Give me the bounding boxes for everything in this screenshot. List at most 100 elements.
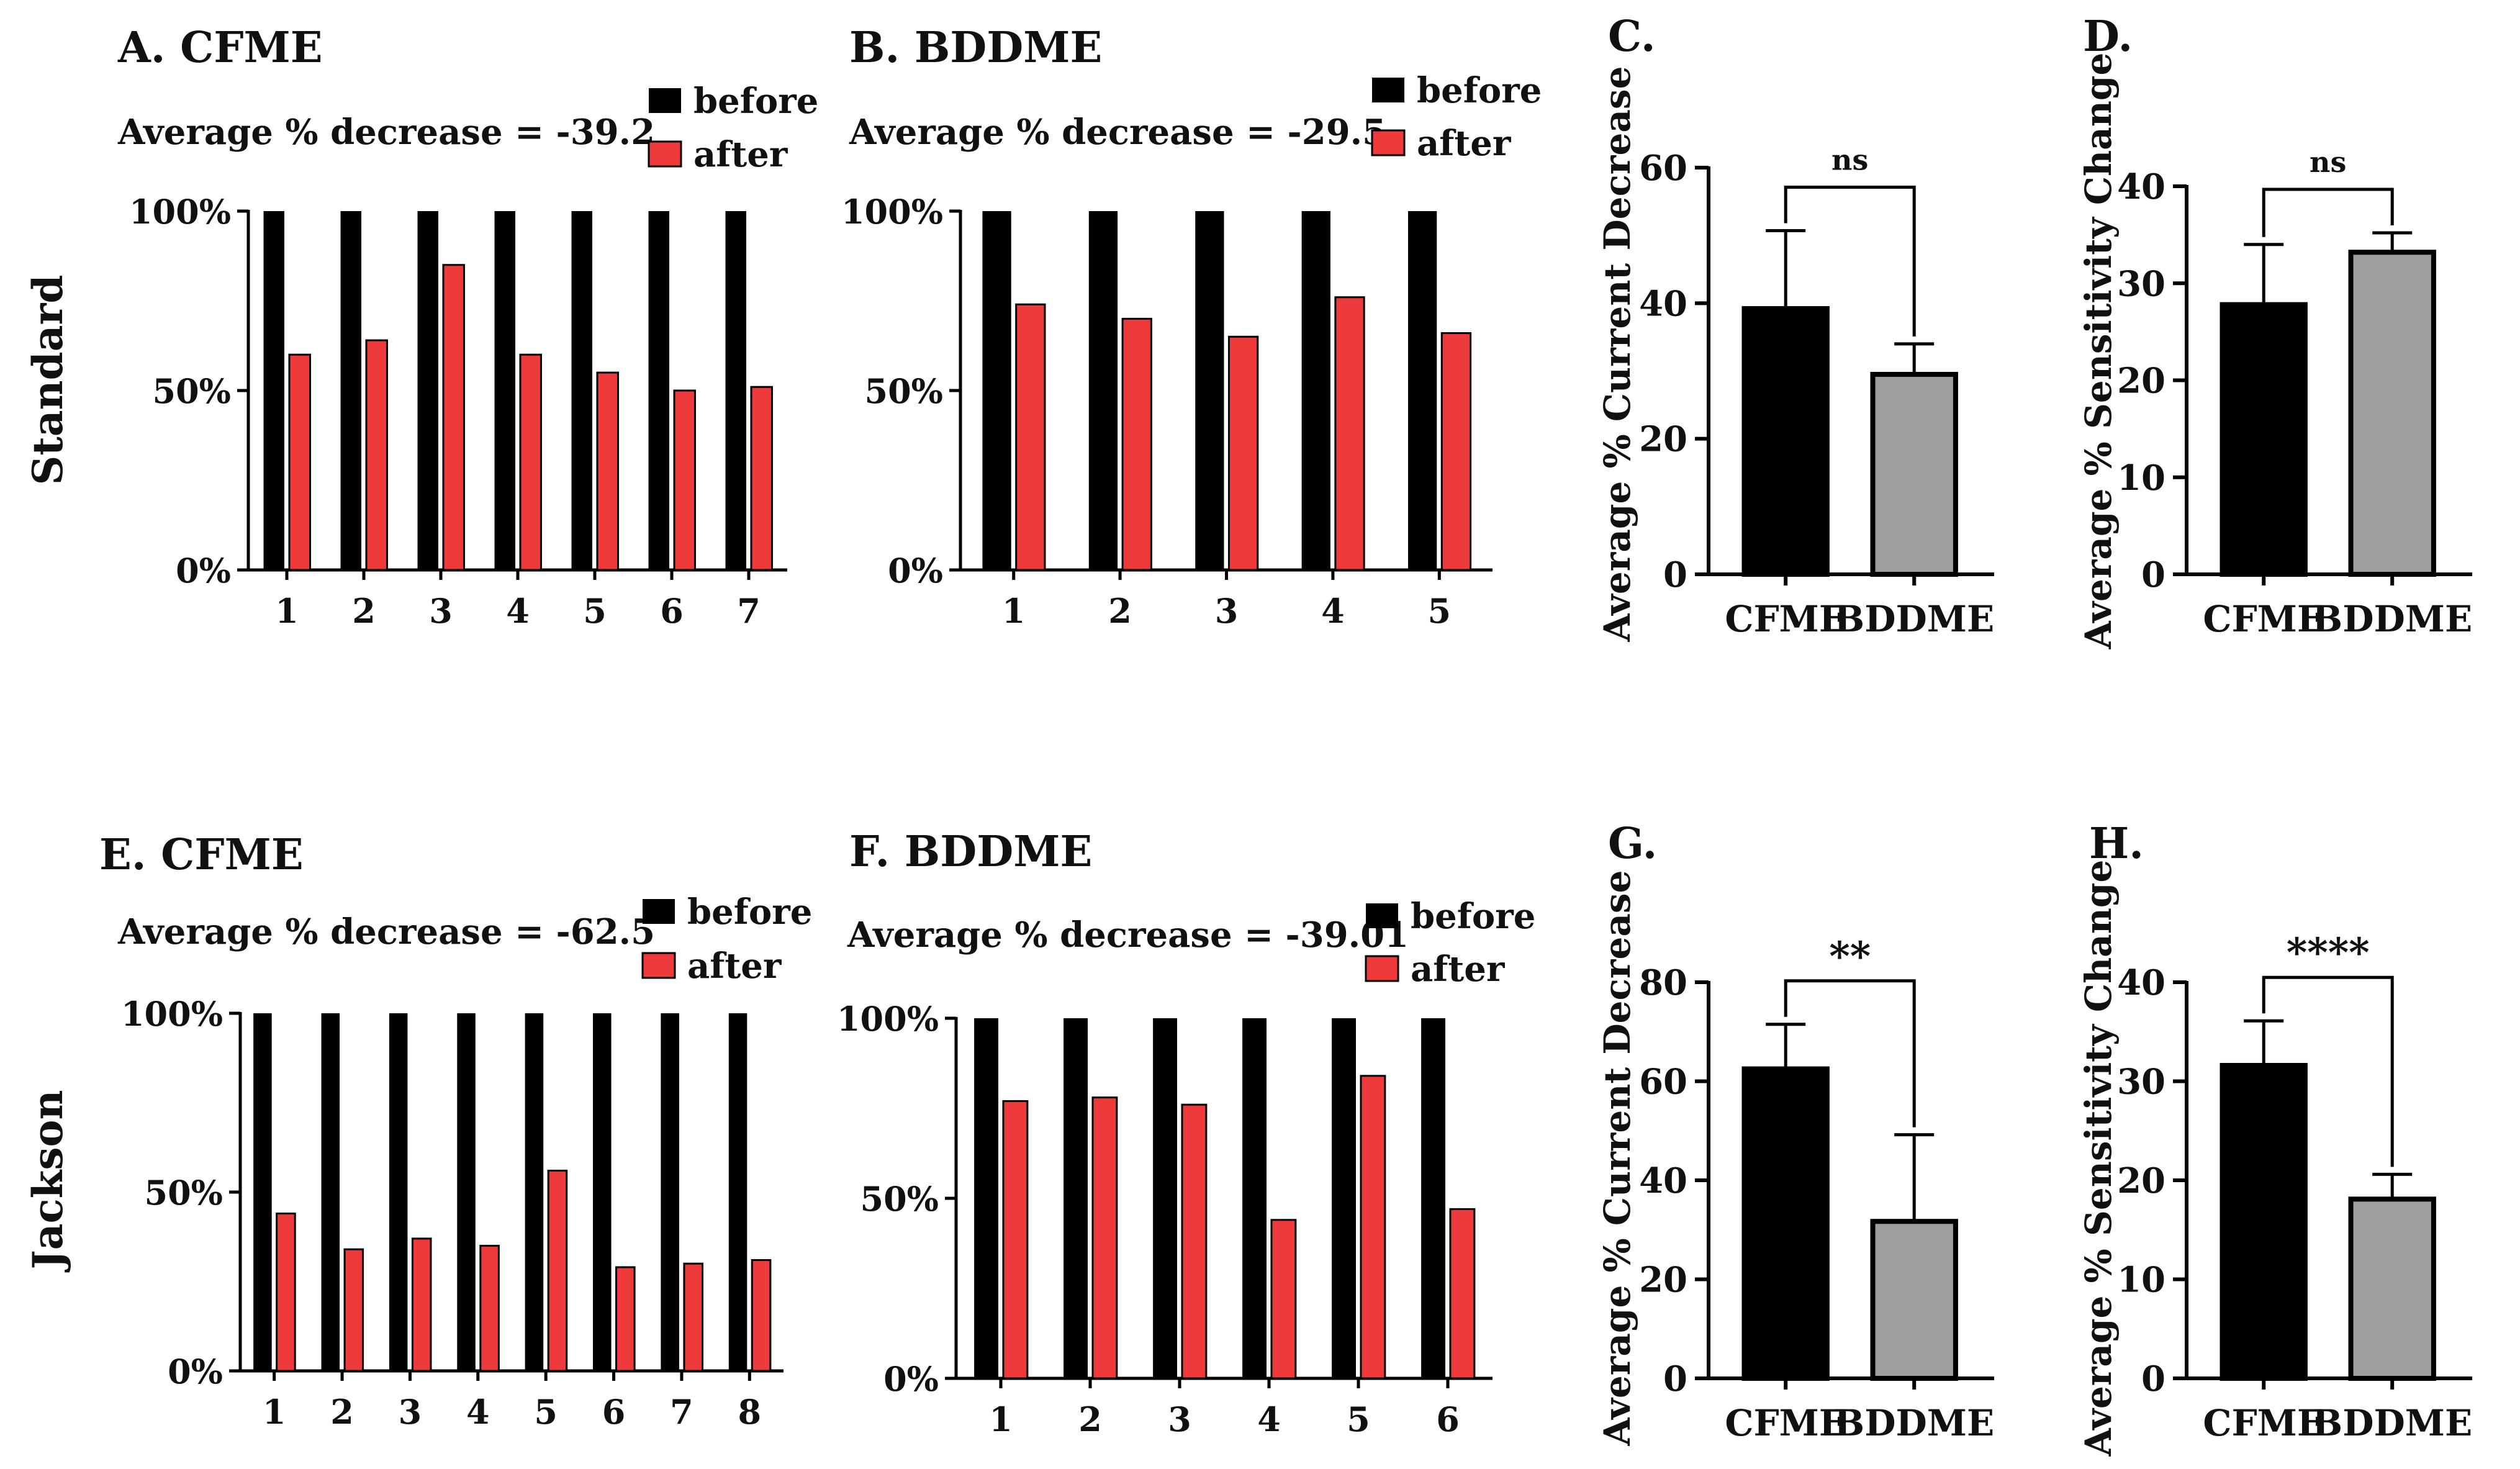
chart-title: E. CFME bbox=[99, 830, 304, 880]
bar-after-7 bbox=[683, 1262, 703, 1372]
legend-swatch-before bbox=[643, 899, 675, 924]
legend-swatch-after bbox=[1365, 955, 1399, 982]
legend-swatch-before bbox=[1366, 903, 1398, 928]
bar-after-2 bbox=[343, 1248, 364, 1372]
y-tick-label: 40 bbox=[2117, 962, 2165, 1003]
bar-after-1 bbox=[288, 353, 311, 571]
x-tick-label: 4 bbox=[506, 591, 530, 631]
bar-after-5 bbox=[1360, 1075, 1386, 1380]
x-tick-label: 4 bbox=[1321, 591, 1345, 631]
chart-C: C. Average % Current Decrease 0 20 40 60 CFMEB… bbox=[1596, 12, 1994, 642]
bar-before-4 bbox=[494, 211, 515, 570]
y-tick-label: 50% bbox=[145, 1173, 223, 1213]
y-tick-label: 80 bbox=[1639, 962, 1687, 1003]
y-tick-label: 40 bbox=[1639, 1160, 1687, 1201]
y-tick-label: 0 bbox=[1663, 1358, 1687, 1399]
x-tick-label: 3 bbox=[1168, 1399, 1191, 1439]
y-tick-label: 100% bbox=[121, 994, 223, 1034]
bar-after-5 bbox=[547, 1169, 568, 1372]
bar-after-4 bbox=[519, 353, 542, 571]
bar-after-3 bbox=[442, 264, 465, 571]
chart-B: B. BDDME Average % decrease = -29.5 before… bbox=[841, 23, 1542, 631]
bar-before-5 bbox=[525, 1013, 544, 1371]
bar-after-6 bbox=[615, 1266, 636, 1372]
bar-before-3 bbox=[417, 211, 438, 570]
x-tick-label: 3 bbox=[399, 1392, 422, 1432]
legend-swatch-before bbox=[649, 88, 681, 113]
y-tick-label: 0 bbox=[2141, 554, 2165, 595]
y-tick-label: 60 bbox=[1639, 148, 1687, 189]
bar-before-8 bbox=[728, 1013, 747, 1371]
y-tick-label: 20 bbox=[1639, 419, 1687, 460]
chart-subtitle: Average % decrease = -62.5 bbox=[117, 911, 655, 952]
x-tick-label: 2 bbox=[1108, 591, 1132, 631]
y-axis-label: Average % Sensitivity Change bbox=[2077, 860, 2120, 1457]
bar-before-4 bbox=[1242, 1018, 1267, 1378]
bar-before-7 bbox=[661, 1013, 679, 1371]
y-tick-label: 30 bbox=[2117, 263, 2165, 304]
y-tick-label: 0% bbox=[168, 1352, 223, 1391]
chart-A: A. CFME Average % decrease = -39.2 before a… bbox=[117, 23, 818, 631]
x-tick-label: BDDME bbox=[2312, 1402, 2472, 1444]
significance-label: **** bbox=[2287, 929, 2370, 976]
x-tick-label: BDDME bbox=[1834, 1402, 1994, 1444]
bar-before-2 bbox=[1064, 1018, 1088, 1378]
y-tick-label: 60 bbox=[1639, 1062, 1687, 1103]
bar-cfme bbox=[2220, 1062, 2308, 1381]
bar-before-5 bbox=[571, 211, 592, 570]
y-tick-label: 10 bbox=[2117, 1260, 2165, 1301]
x-tick-label: CFME bbox=[1725, 1402, 1846, 1444]
bar-after-4 bbox=[1270, 1219, 1297, 1380]
significance-label: ns bbox=[1831, 143, 1868, 177]
x-tick-label: 7 bbox=[737, 591, 761, 631]
bar-before-7 bbox=[725, 211, 746, 570]
legend-swatch-after bbox=[1371, 129, 1406, 156]
x-tick-label: 6 bbox=[1436, 1399, 1460, 1439]
y-tick-label: 0% bbox=[883, 1359, 939, 1399]
bar-before-1 bbox=[974, 1018, 998, 1378]
y-axis-label: Average % Current Decrease bbox=[1596, 870, 1638, 1447]
y-tick-label: 0 bbox=[2141, 1358, 2165, 1399]
x-tick-label: 2 bbox=[330, 1392, 354, 1432]
y-axis-label: Average % Sensitivity Change bbox=[2077, 53, 2120, 650]
y-tick-label: 50% bbox=[865, 371, 943, 411]
bar-cfme bbox=[1741, 306, 1830, 577]
row-label-jackson: Jackson bbox=[24, 1090, 72, 1272]
bar-after-5 bbox=[1440, 332, 1472, 571]
chart-F: F. BDDME Average % decrease = -39.01 befor… bbox=[837, 827, 1535, 1439]
bar-after-2 bbox=[1121, 317, 1152, 571]
legend-label-after: after bbox=[1411, 949, 1506, 990]
x-tick-label: 5 bbox=[1347, 1399, 1370, 1439]
legend-label-before: before bbox=[1417, 70, 1542, 111]
y-tick-label: 20 bbox=[2117, 1160, 2165, 1201]
legend-swatch-before bbox=[1372, 78, 1404, 102]
chart-subtitle: Average % decrease = -29.5 bbox=[849, 112, 1386, 153]
bar-bddme bbox=[2348, 250, 2436, 577]
legend-label-before: before bbox=[1411, 896, 1535, 937]
y-tick-label: 0% bbox=[888, 551, 943, 590]
legend-label-after: after bbox=[1417, 123, 1512, 164]
bar-cfme bbox=[2220, 302, 2308, 577]
bar-after-1 bbox=[1002, 1100, 1029, 1380]
significance-bracket bbox=[1784, 979, 1916, 1128]
bar-before-6 bbox=[648, 211, 669, 570]
bar-after-6 bbox=[673, 389, 696, 571]
chart-E: E. CFME Average % decrease = -62.5 before a… bbox=[99, 830, 812, 1432]
significance-bracket bbox=[2262, 975, 2394, 1167]
legend-label-before: before bbox=[693, 81, 818, 122]
x-tick-label: 1 bbox=[989, 1399, 1013, 1439]
bar-bddme bbox=[1870, 371, 1958, 577]
chart-title: G. bbox=[1608, 819, 1657, 869]
x-tick-label: CFME bbox=[2203, 598, 2324, 640]
bar-cfme bbox=[1741, 1066, 1830, 1381]
legend-swatch-after bbox=[648, 140, 682, 168]
x-tick-label: 2 bbox=[1078, 1399, 1102, 1439]
x-tick-label: 2 bbox=[352, 591, 376, 631]
bar-before-2 bbox=[340, 211, 361, 570]
chart-G: G.Average % Current Decrease 0 20 40 60 80 CFM… bbox=[1596, 819, 1994, 1446]
bar-bddme bbox=[1870, 1219, 1958, 1381]
x-tick-label: BDDME bbox=[2312, 598, 2472, 640]
bar-before-4 bbox=[457, 1013, 476, 1371]
y-tick-label: 0 bbox=[1663, 554, 1687, 595]
